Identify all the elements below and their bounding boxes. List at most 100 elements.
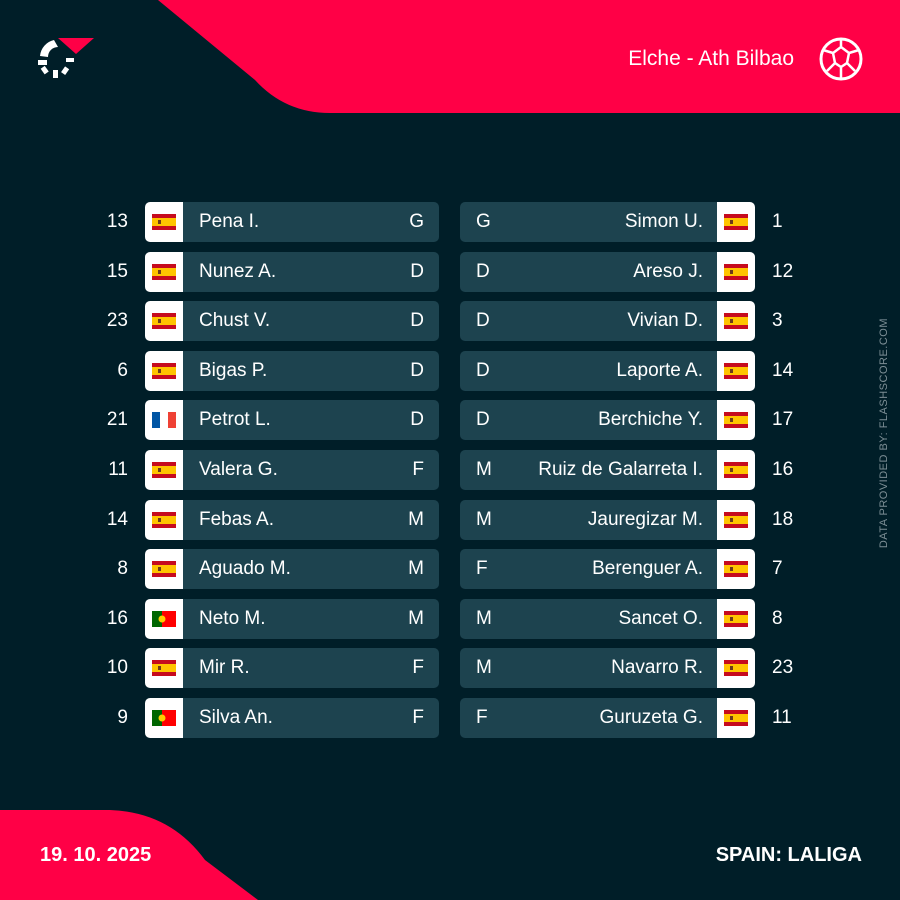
player-name: Valera G. xyxy=(199,459,278,480)
away-player-row: 23 Navarro R. M xyxy=(0,648,900,689)
player-name: Navarro R. xyxy=(611,657,703,679)
player-position: M xyxy=(476,607,492,629)
player-bar: Nunez A. D xyxy=(183,251,439,292)
data-credit: DATA PROVIDED BY: FLASHSCORE.COM xyxy=(878,318,890,549)
player-name: Febas A. xyxy=(199,508,274,530)
player-position: D xyxy=(410,359,424,381)
player-name: Guruzeta G. xyxy=(599,707,704,728)
home-player-row: 10 Mir R. F xyxy=(0,648,900,689)
player-position: D xyxy=(410,409,424,431)
player-bar: Laporte A. D xyxy=(460,350,717,391)
player-name: Pena I. xyxy=(199,211,260,232)
flag-es-icon xyxy=(717,549,755,590)
away-player-row: 12 Areso J. D xyxy=(0,251,900,292)
player-bar: Valera G. F xyxy=(183,450,439,490)
shirt-number: 9 xyxy=(117,707,128,728)
player-position: M xyxy=(408,607,424,629)
football-icon xyxy=(819,37,863,81)
flag-es-icon xyxy=(717,202,755,242)
player-name: Sancet O. xyxy=(618,607,704,629)
home-player-row: 21 Petrot L. D xyxy=(0,400,900,441)
player-position: D xyxy=(476,260,490,282)
player-name: Mir R. xyxy=(199,657,250,679)
player-name: Aguado M. xyxy=(199,558,291,580)
shirt-number: 10 xyxy=(106,657,128,679)
away-player-row: 14 Laporte A. D xyxy=(0,350,900,391)
flag-es-icon xyxy=(717,499,755,540)
shirt-number: 12 xyxy=(772,260,794,282)
flag-es-icon xyxy=(145,350,183,391)
player-position: G xyxy=(476,211,491,232)
player-position: D xyxy=(476,359,490,381)
player-bar: Vivian D. D xyxy=(460,301,717,342)
header-red-shape xyxy=(158,0,900,113)
player-bar: Sancet O. M xyxy=(460,598,717,639)
shirt-number: 1 xyxy=(772,211,783,232)
shirt-number: 18 xyxy=(772,508,794,530)
shirt-number: 23 xyxy=(772,657,794,679)
player-name: Neto M. xyxy=(199,607,266,629)
shirt-number: 15 xyxy=(106,260,128,282)
player-name: Laporte A. xyxy=(616,359,703,381)
player-position: M xyxy=(408,558,424,580)
player-bar: Neto M. M xyxy=(183,598,439,639)
flashscore-logo-icon xyxy=(38,38,94,78)
away-player-row: 3 Vivian D. D xyxy=(0,301,900,342)
flag-es-icon xyxy=(717,698,755,738)
home-player-row: 8 Aguado M. M xyxy=(0,549,900,590)
player-position: D xyxy=(410,310,424,332)
shirt-number: 8 xyxy=(772,607,783,629)
player-position: G xyxy=(409,211,424,232)
home-player-row: 16 Neto M. M xyxy=(0,598,900,639)
player-bar: Simon U. G xyxy=(460,202,717,242)
flag-es-icon xyxy=(717,648,755,689)
shirt-number: 16 xyxy=(106,607,128,629)
player-position: F xyxy=(412,459,424,480)
flag-es-icon xyxy=(145,648,183,689)
player-bar: Areso J. D xyxy=(460,251,717,292)
away-player-row: 1 Simon U. G xyxy=(0,202,900,242)
player-position: M xyxy=(476,508,492,530)
away-player-row: 17 Berchiche Y. D xyxy=(0,400,900,441)
player-name: Nunez A. xyxy=(199,260,277,282)
flag-pt-icon xyxy=(145,698,183,738)
player-name: Ruiz de Galarreta I. xyxy=(538,459,703,480)
player-name: Simon U. xyxy=(624,211,703,232)
home-player-row: 23 Chust V. D xyxy=(0,301,900,342)
flag-es-icon xyxy=(145,301,183,342)
player-position: M xyxy=(408,508,424,530)
player-bar: Bigas P. D xyxy=(183,350,439,391)
player-name: Berenguer A. xyxy=(592,558,703,580)
away-player-row: 18 Jauregizar M. M xyxy=(0,499,900,540)
home-player-row: 13 Pena I. G xyxy=(0,202,900,242)
player-name: Petrot L. xyxy=(199,409,271,431)
player-position: F xyxy=(412,707,424,728)
player-name: Areso J. xyxy=(633,260,703,282)
flag-es-icon xyxy=(717,251,755,292)
player-bar: Jauregizar M. M xyxy=(460,499,717,540)
player-position: D xyxy=(476,409,490,431)
player-name: Jauregizar M. xyxy=(587,508,703,530)
player-bar: Chust V. D xyxy=(183,301,439,342)
player-position: F xyxy=(476,558,488,580)
flag-pt-icon xyxy=(145,598,183,639)
player-bar: Berenguer A. F xyxy=(460,549,717,590)
player-position: F xyxy=(412,657,424,679)
shirt-number: 3 xyxy=(772,310,783,332)
player-position: M xyxy=(476,459,492,480)
player-position: F xyxy=(476,707,488,728)
home-player-row: 11 Valera G. F xyxy=(0,450,900,490)
shirt-number: 23 xyxy=(106,310,128,332)
player-position: D xyxy=(476,310,490,332)
flag-es-icon xyxy=(717,301,755,342)
shirt-number: 6 xyxy=(117,359,128,381)
flag-es-icon xyxy=(145,549,183,590)
shirt-number: 8 xyxy=(117,558,128,580)
player-bar: Berchiche Y. D xyxy=(460,400,717,441)
away-player-row: 8 Sancet O. M xyxy=(0,598,900,639)
match-title: Elche - Ath Bilbao xyxy=(628,47,794,70)
competition-name: SPAIN: LALIGA xyxy=(715,844,862,866)
flag-es-icon xyxy=(717,450,755,490)
player-name: Silva An. xyxy=(199,707,273,728)
